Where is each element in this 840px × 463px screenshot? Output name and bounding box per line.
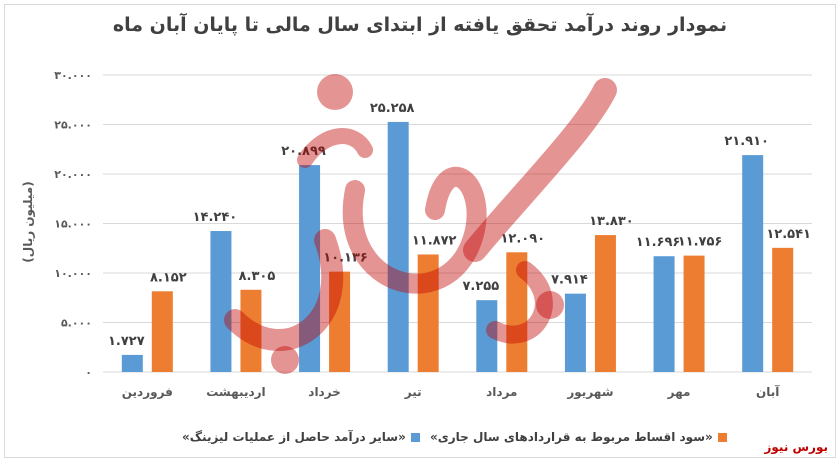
data-label: ۱۴.۲۴۰ [193,210,238,225]
source-label: بورس نیوز [764,440,828,454]
y-tick-label: ۰ [85,366,92,379]
legend-swatch-orange [717,432,727,442]
bar [210,231,232,372]
data-label: ۷.۹۱۴ [551,273,588,288]
data-label: ۱۲.۵۴۱ [766,227,811,242]
data-label: ۸.۳۰۵ [239,269,276,284]
data-label: ۱۱.۸۷۲ [412,233,457,248]
data-label: ۲۱.۹۱۰ [724,134,769,149]
legend-label-series-2: «سود اقساط مربوط به قراردادهای سال جاری» [430,430,713,444]
y-tick-label: ۳۰.۰۰۰ [54,69,92,82]
bar [594,235,616,372]
x-tick-label: شهریور [566,385,613,400]
bar [387,121,409,372]
bar [506,252,528,372]
y-tick-label: ۲۵.۰۰۰ [54,119,92,132]
data-label: ۷.۲۵۵ [462,279,499,294]
bar [564,293,586,372]
x-tick-label: خرداد [308,385,341,399]
legend-item-series-1: «سایر درآمد حاصل از عملیات لیزینگ» [182,428,420,446]
data-label: ۱۲.۰۹۰ [501,231,546,246]
bar [772,247,794,372]
x-tick-label: مهر [667,385,691,399]
y-tick-label: ۲۰.۰۰۰ [54,168,92,181]
axes: ۰ ۵.۰۰۰ ۱۰.۰۰۰ ۱۵.۰۰۰ ۲۰.۰۰۰ ۲۵.۰۰۰ ۳۰.۰۰۰ فرور… [54,69,780,400]
data-label: ۸.۱۵۲ [150,270,187,285]
bar [299,165,321,372]
data-label: ۱.۷۲۷ [108,334,145,349]
x-tick-label: فروردین [122,385,173,400]
bar [417,254,439,372]
bars [121,121,794,372]
bar [240,289,262,372]
data-labels: ۱.۷۲۷ ۸.۱۵۲ ۱۴.۲۴۰ ۸.۳۰۵ ۲۰.۸۹۹ ۱۰.۱۳۶ ۲۵.۲۵۸ ۱… [108,101,811,349]
bar [121,354,143,372]
chart-title: نمودار روند درآمد تحقق یافته از ابتدای س… [112,14,728,36]
data-label: ۱۱.۷۵۶ [678,235,723,250]
data-label: ۱۱.۶۹۶ [636,235,681,250]
data-label: ۱۰.۱۳۶ [323,251,368,266]
x-tick-label: اردیبهشت [206,385,265,399]
chart-frame [4,4,836,458]
bar [476,300,498,372]
bar [683,255,705,372]
y-tick-label: ۵.۰۰۰ [61,317,92,330]
data-label: ۲۰.۸۹۹ [281,144,326,159]
bar [653,256,675,372]
data-label: ۲۵.۲۵۸ [370,101,415,116]
x-tick-label: تیر [404,385,422,399]
bar [151,291,173,372]
y-tick-label: ۱۵.۰۰۰ [54,218,92,231]
legend-swatch-blue [410,432,420,442]
x-tick-label: مرداد [486,385,517,399]
legend-item-series-2: «سود اقساط مربوط به قراردادهای سال جاری» [430,428,727,446]
bar [742,155,764,372]
x-tick-label: آبان [756,384,780,399]
bar [329,271,351,372]
legend-label-series-1: «سایر درآمد حاصل از عملیات لیزینگ» [182,430,406,444]
data-label: ۱۳.۸۳۰ [589,214,634,229]
y-tick-label: ۱۰.۰۰۰ [54,267,92,280]
